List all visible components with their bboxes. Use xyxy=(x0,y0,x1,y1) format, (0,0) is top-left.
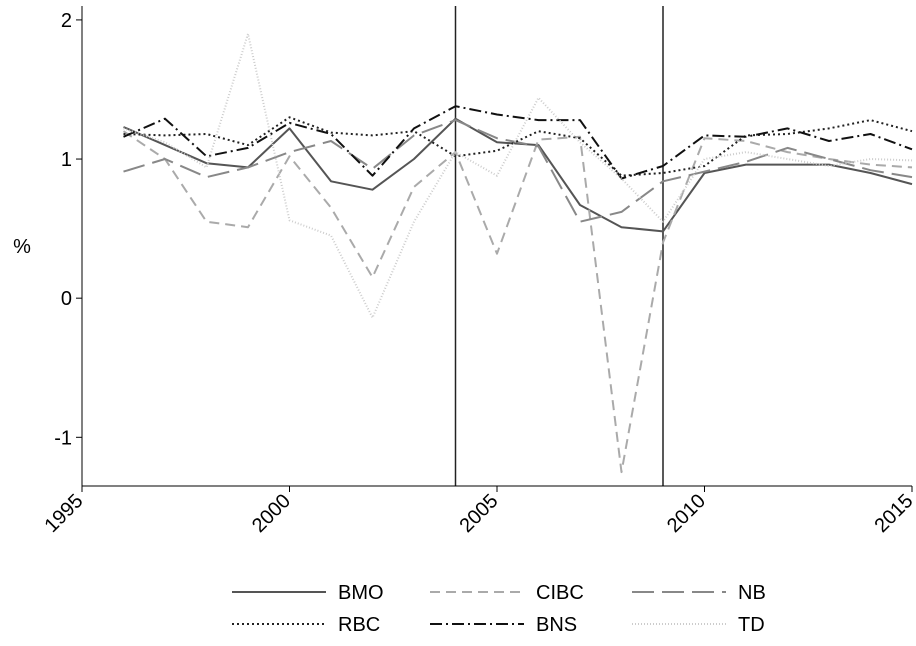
legend-label-bns: BNS xyxy=(536,614,577,636)
series-line-bmo xyxy=(123,117,913,233)
legend-label-cibc: CIBC xyxy=(536,582,584,604)
legend-label-td: TD xyxy=(738,614,765,636)
y-tick-label: -1 xyxy=(54,427,72,449)
series-line-bns xyxy=(123,105,913,180)
legend-label-nb: NB xyxy=(738,582,766,604)
y-tick-label: 2 xyxy=(61,10,72,32)
series-line-cibc xyxy=(122,130,913,474)
series-line-rbc xyxy=(123,116,913,177)
y-axis-label: % xyxy=(13,236,31,258)
y-tick-label: 0 xyxy=(61,288,72,310)
series-line-td xyxy=(123,32,913,319)
legend-label-bmo: BMO xyxy=(338,582,384,604)
series-line-nb xyxy=(123,119,913,223)
legend-label-rbc: RBC xyxy=(338,614,380,636)
y-tick-label: 1 xyxy=(61,149,72,171)
